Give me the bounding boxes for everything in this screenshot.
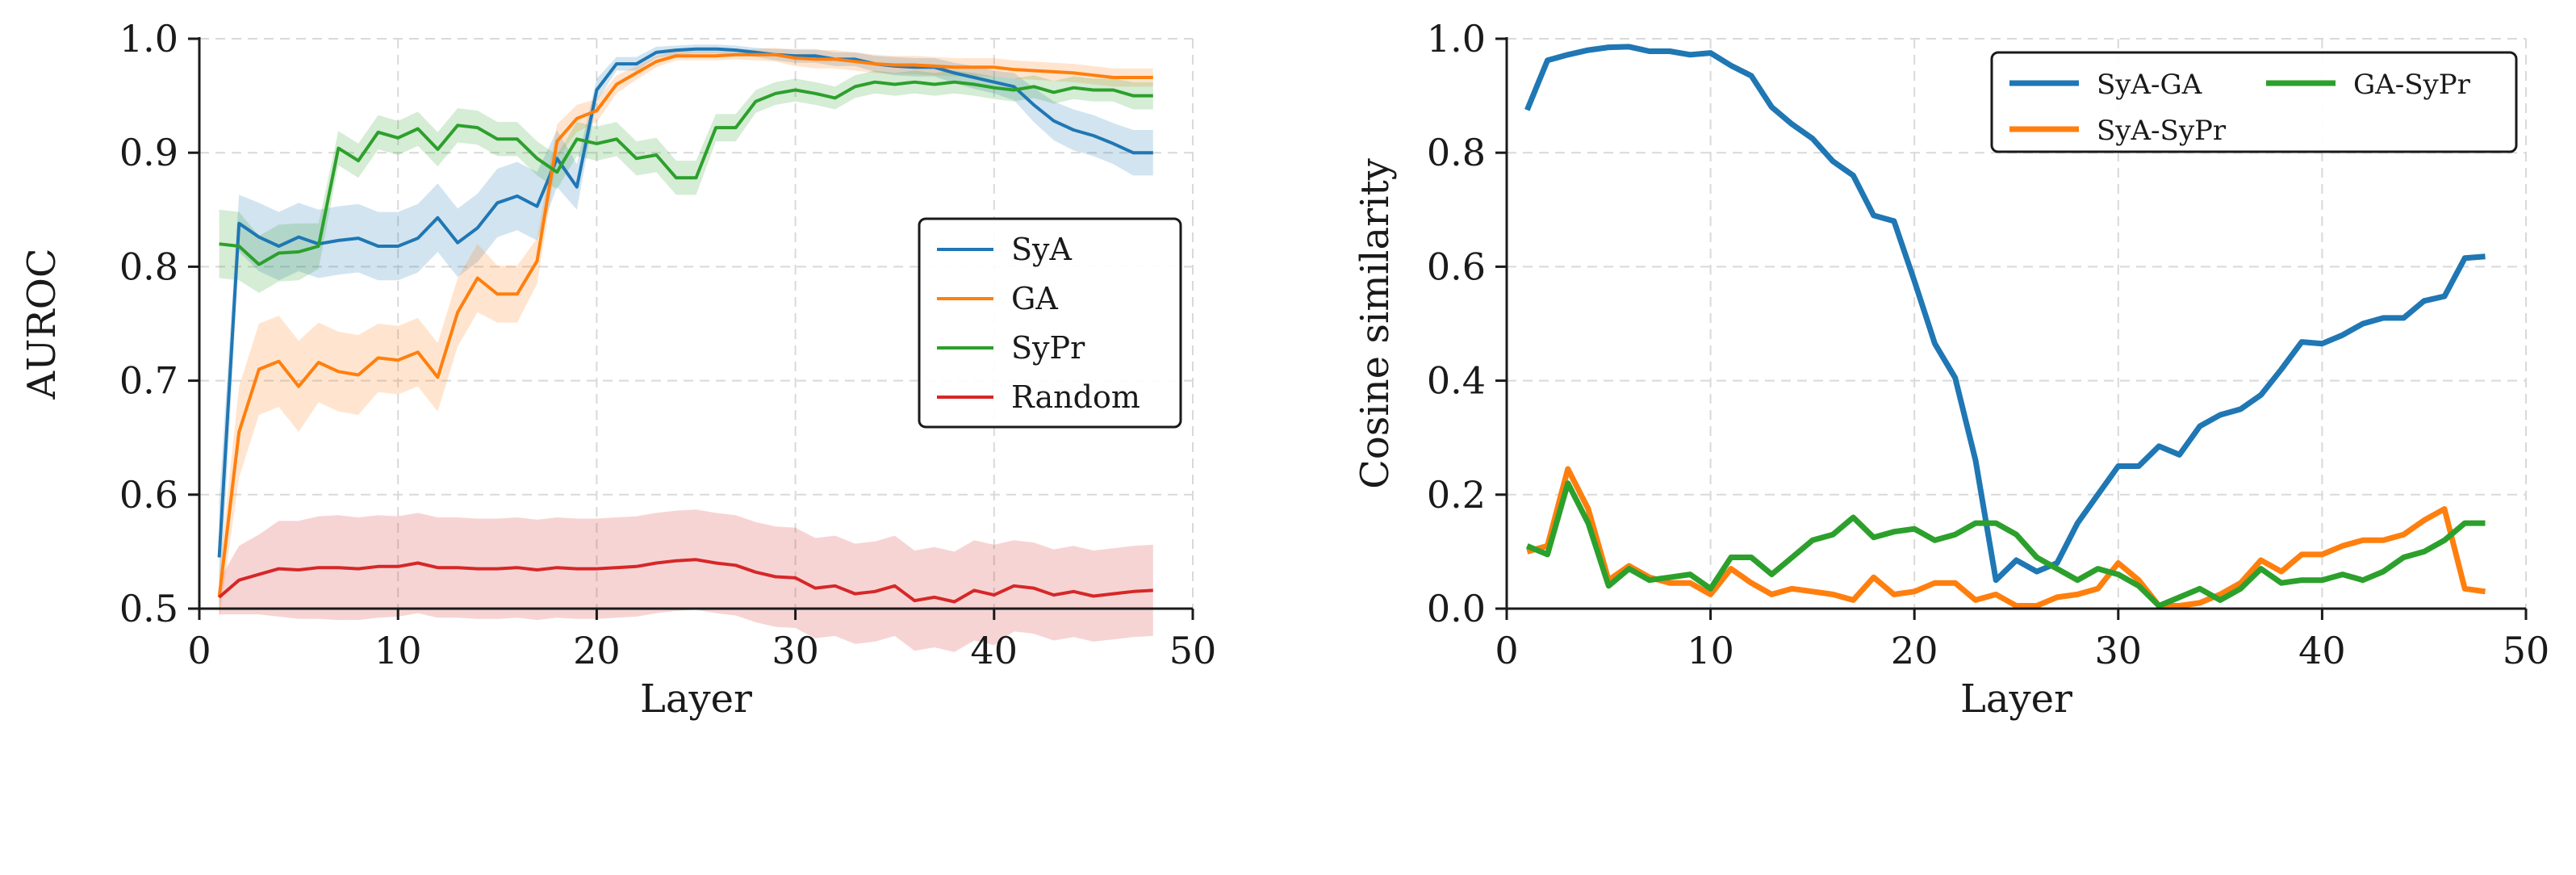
chart0-ylabel: AUROC (19, 248, 65, 400)
chart0-legend-label-ga: GA (1011, 281, 1058, 316)
chart0-legend-frame (918, 217, 1182, 429)
chart0-ytick-label-3: 0.8 (119, 245, 178, 288)
auroc-chart: 0 10 20 30 40 50 0.5 0.6 0.7 0.8 0.9 1.0 Layer AUROC S… (19, 17, 1216, 722)
chart0-xtick-label-5: 50 (1169, 629, 1217, 672)
chart0-legend-label-random: Random (1011, 379, 1140, 415)
chart1-xtick-label-5: 50 (2503, 629, 2550, 672)
chart0-ytick-label-1: 0.6 (119, 473, 178, 517)
chart0-xlabel: Layer (640, 676, 752, 722)
chart0-xtick-label-0: 0 (187, 629, 211, 672)
chart0-band-sypr (219, 70, 1153, 293)
chart1-ytick-label-4: 0.8 (1427, 131, 1486, 174)
chart1-line-sya-sypr (1526, 466, 2486, 609)
chart1-xtick-label-3: 30 (2095, 629, 2143, 672)
chart1-legend-frame (1990, 51, 2518, 153)
chart0-ytick-label-2: 0.7 (119, 359, 178, 403)
chart1-ytick-label-3: 0.6 (1427, 245, 1486, 288)
chart0-ytick-label-4: 0.9 (119, 131, 178, 174)
chart1-ytick-label-2: 0.4 (1427, 359, 1486, 403)
chart1-line-ga-sypr (1525, 480, 2486, 609)
chart1-xtick-label-1: 10 (1687, 629, 1734, 672)
chart1-ylabel: Cosine similarity (1353, 158, 1398, 489)
chart0-xtick-label-3: 30 (772, 629, 819, 672)
chart0-xtick-label-1: 10 (374, 629, 422, 672)
chart0-legend: SyA GA SyPr Random (918, 217, 1182, 429)
chart1-legend-label-sya-sypr: SyA-SyPr (2097, 115, 2227, 147)
chart1-legend-label-sya-ga: SyA-GA (2097, 69, 2202, 101)
chart1-xtick-label-4: 40 (2298, 629, 2346, 672)
chart1-line-sya-ga (1524, 44, 2486, 584)
chart1-xtick-label-0: 0 (1495, 629, 1518, 672)
chart1-ytick-label-0: 0.0 (1427, 587, 1486, 630)
chart0-ytick-label-0: 0.5 (119, 587, 178, 630)
chart1-ytick-label-1: 0.2 (1427, 473, 1486, 517)
chart1-xlabel: Layer (1960, 676, 2072, 722)
chart1-ytick-label-5: 1.0 (1427, 17, 1486, 61)
chart0-legend-label-sypr: SyPr (1011, 330, 1085, 366)
chart0-band-ga (219, 48, 1153, 621)
chart0-line-sya (217, 47, 1153, 558)
chart0-band-random (219, 509, 1153, 652)
chart1-legend-label-ga-sypr: GA-SyPr (2353, 69, 2471, 101)
chart0-line-ga (217, 52, 1153, 598)
chart0-ytick-label-5: 1.0 (119, 17, 178, 61)
chart0-xtick-label-2: 20 (573, 629, 621, 672)
chart0-legend-label-sya: SyA (1011, 232, 1073, 267)
chart0-line-sypr (219, 80, 1153, 266)
chart0-xtick-label-4: 40 (971, 629, 1018, 672)
chart1-xtick-label-2: 20 (1891, 629, 1938, 672)
cosine-similarity-chart: 0 10 20 30 40 50 0.0 0.2 0.4 0.6 0.8 1.0 Layer Cosine… (1353, 17, 2549, 722)
chart1-legend: SyA-GA SyA-SyPr GA-SyPr (1990, 51, 2518, 153)
chart0-line-random (218, 558, 1153, 604)
